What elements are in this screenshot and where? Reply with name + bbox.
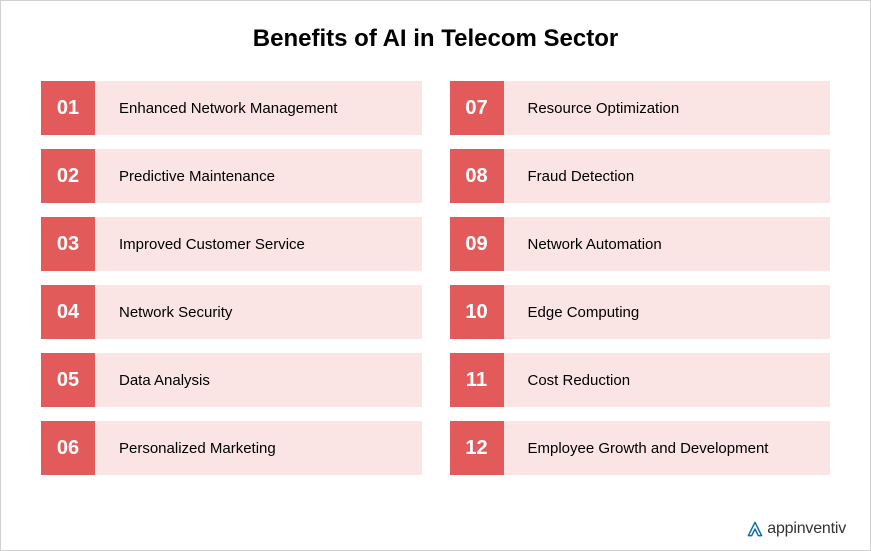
item-number: 05 xyxy=(41,353,95,407)
item-label: Predictive Maintenance xyxy=(95,149,422,203)
brand-logo-icon xyxy=(747,521,763,537)
item-label: Edge Computing xyxy=(504,285,831,339)
brand-name: appinventiv xyxy=(767,520,846,538)
item-number: 04 xyxy=(41,285,95,339)
benefits-grid: 01Enhanced Network Management 07Resource … xyxy=(41,81,830,475)
page-title: Benefits of AI in Telecom Sector xyxy=(41,25,830,53)
item-number: 03 xyxy=(41,217,95,271)
item-label: Resource Optimization xyxy=(504,81,831,135)
item-label: Improved Customer Service xyxy=(95,217,422,271)
item-number: 11 xyxy=(450,353,504,407)
item-label: Network Automation xyxy=(504,217,831,271)
item-number: 02 xyxy=(41,149,95,203)
list-item: 05Data Analysis xyxy=(41,353,422,407)
list-item: 09Network Automation xyxy=(450,217,831,271)
list-item: 08Fraud Detection xyxy=(450,149,831,203)
brand-attribution: appinventiv xyxy=(747,520,846,538)
list-item: 01Enhanced Network Management xyxy=(41,81,422,135)
item-label: Enhanced Network Management xyxy=(95,81,422,135)
list-item: 11Cost Reduction xyxy=(450,353,831,407)
item-label: Network Security xyxy=(95,285,422,339)
item-number: 08 xyxy=(450,149,504,203)
list-item: 06Personalized Marketing xyxy=(41,421,422,475)
list-item: 04Network Security xyxy=(41,285,422,339)
item-label: Cost Reduction xyxy=(504,353,831,407)
item-label: Employee Growth and Development xyxy=(504,421,831,475)
item-number: 06 xyxy=(41,421,95,475)
item-number: 07 xyxy=(450,81,504,135)
item-label: Fraud Detection xyxy=(504,149,831,203)
item-label: Data Analysis xyxy=(95,353,422,407)
infographic-container: Benefits of AI in Telecom Sector 01Enhan… xyxy=(1,1,870,485)
item-label: Personalized Marketing xyxy=(95,421,422,475)
list-item: 07Resource Optimization xyxy=(450,81,831,135)
list-item: 12Employee Growth and Development xyxy=(450,421,831,475)
list-item: 10Edge Computing xyxy=(450,285,831,339)
list-item: 03Improved Customer Service xyxy=(41,217,422,271)
item-number: 10 xyxy=(450,285,504,339)
item-number: 12 xyxy=(450,421,504,475)
item-number: 01 xyxy=(41,81,95,135)
item-number: 09 xyxy=(450,217,504,271)
list-item: 02Predictive Maintenance xyxy=(41,149,422,203)
